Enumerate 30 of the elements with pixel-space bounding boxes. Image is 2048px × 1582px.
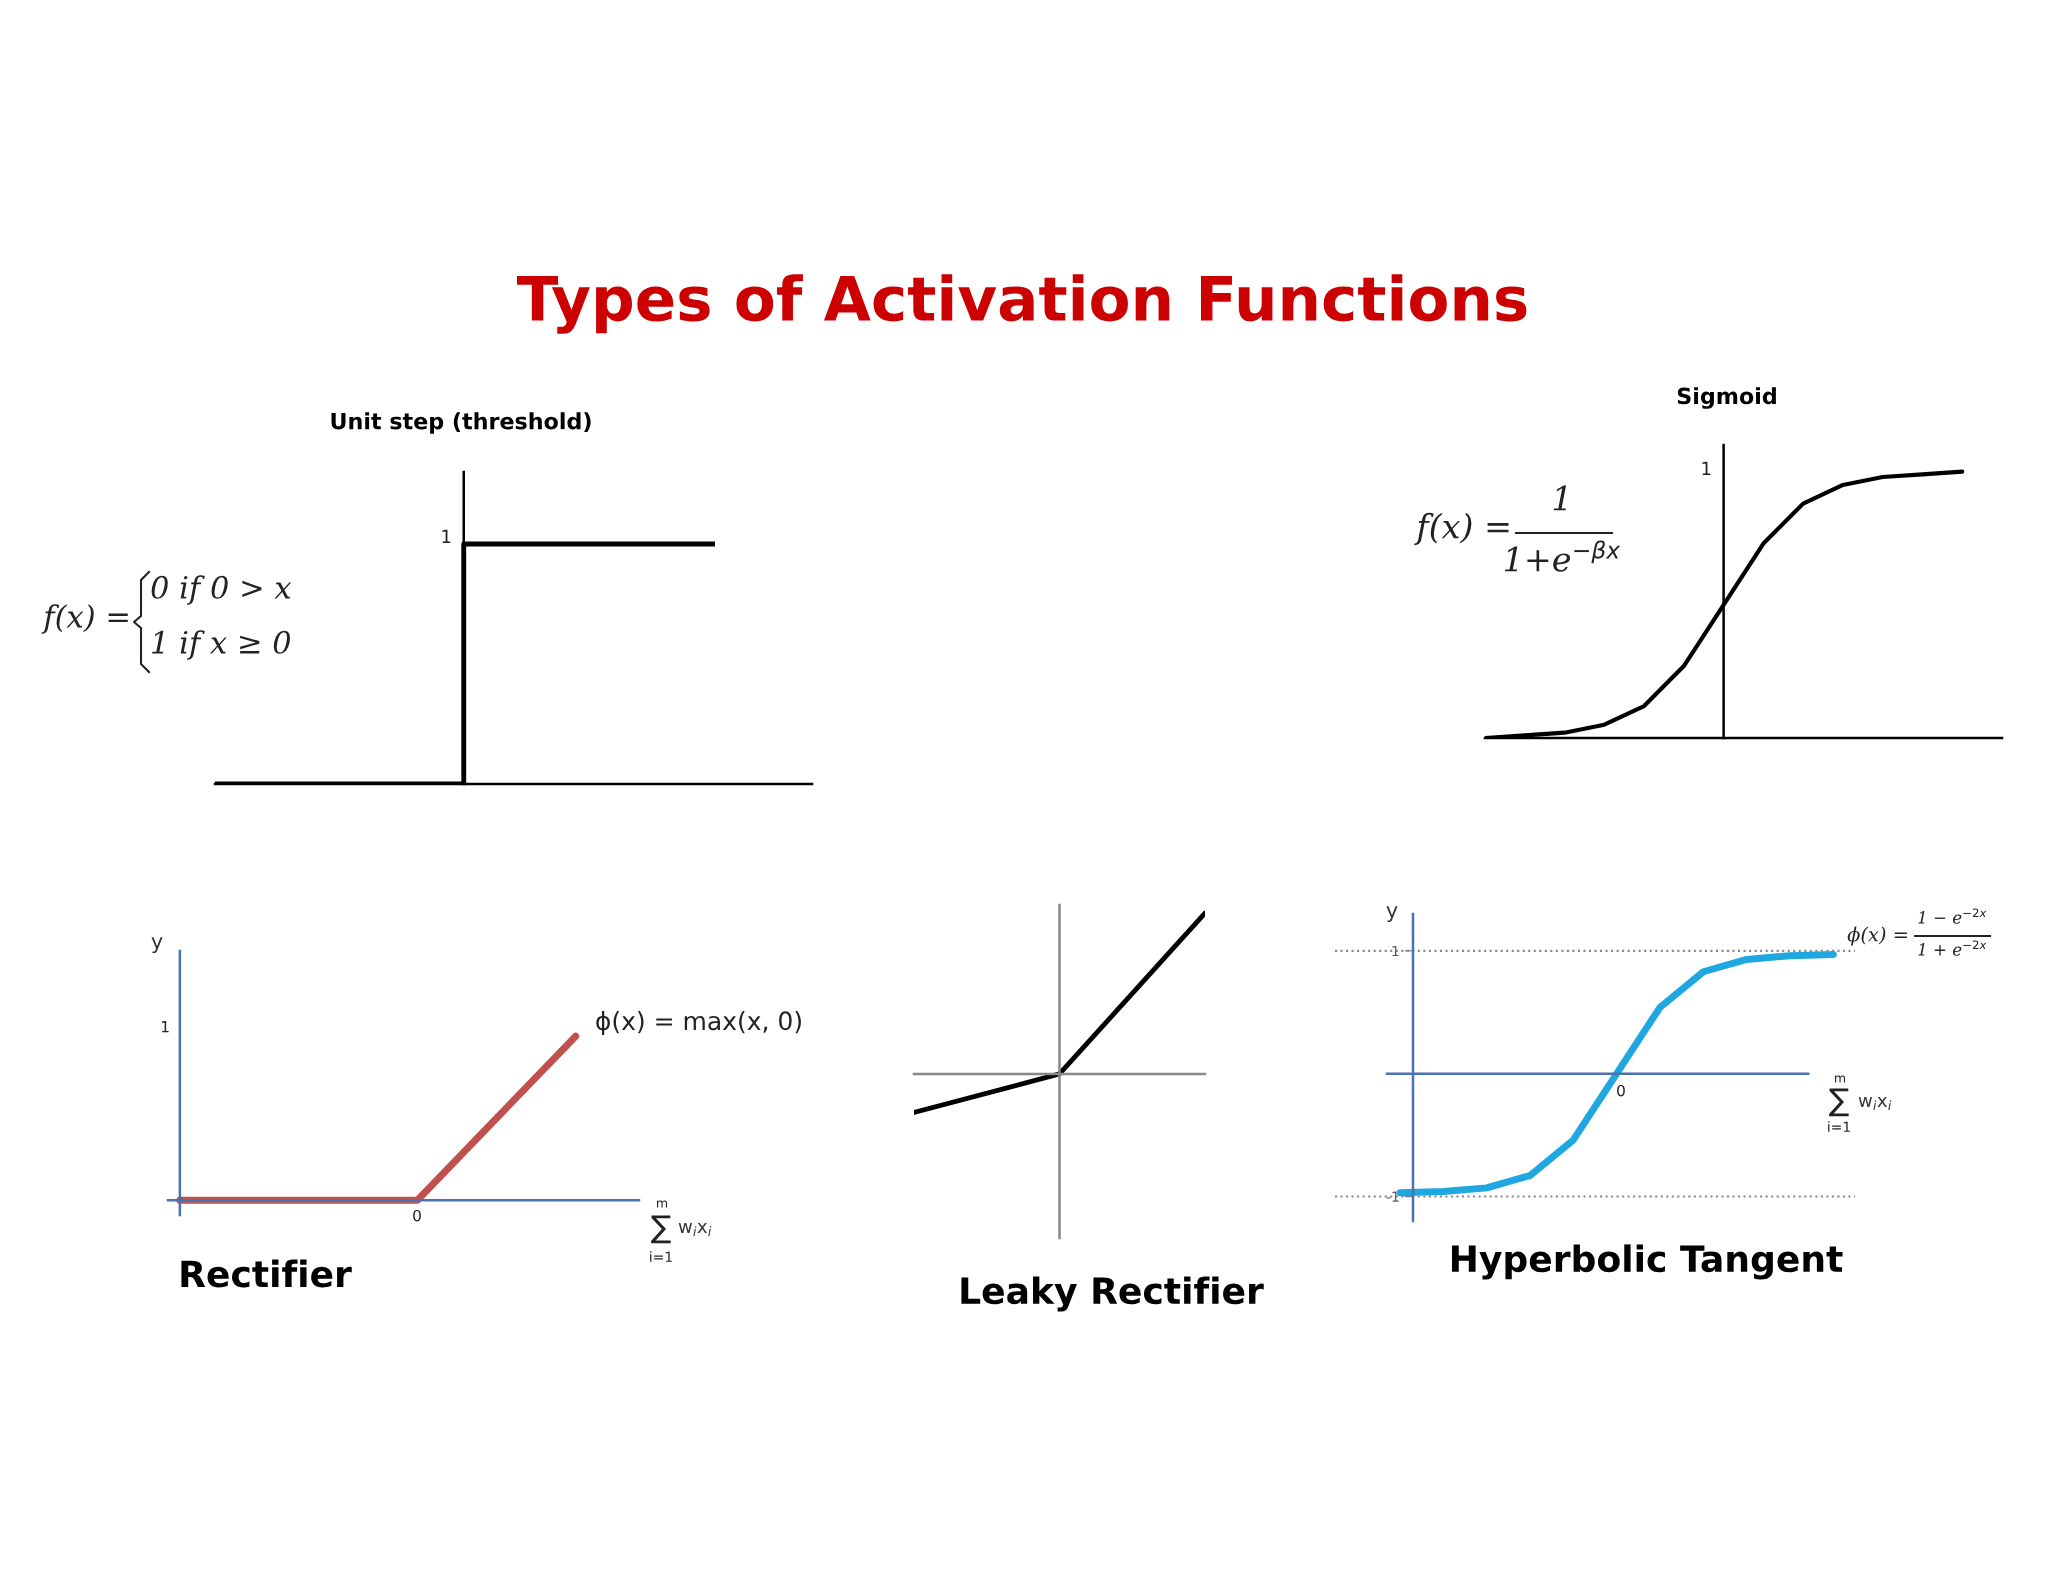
text: Hyperbolic Tangent [1451, 1244, 1843, 1280]
text: m [657, 1200, 668, 1208]
text: 0 [413, 1209, 421, 1222]
text: Leaky Rectifier [961, 1276, 1264, 1312]
text: 1 [442, 529, 451, 543]
annotation: ϕ(x) = [1847, 926, 1907, 946]
chart-title: Sigmoid [1677, 387, 1776, 409]
annotation: i=1 [1828, 1121, 1850, 1132]
x-axis-title: w$_{i}$x$_{i}$ [1858, 1097, 1892, 1110]
text: Types of Activation Functions [517, 274, 1527, 334]
y-tick-label: -1 [1386, 1191, 1399, 1202]
text: i=1 [650, 1251, 672, 1262]
text: 1 − e$^{−2x}$ [1918, 908, 1987, 924]
text: ∑ [651, 1215, 671, 1244]
text: 1 [161, 1021, 169, 1033]
annotation: 0 if 0 > x [151, 575, 292, 605]
annotation: m [1835, 1075, 1846, 1083]
text: Rectifier [181, 1259, 352, 1288]
x-axis-title: w$_{i}$x$_{i}$ [678, 1223, 712, 1236]
annotation: 1 [1553, 485, 1567, 511]
chart-title: Unit step (threshold) [331, 412, 591, 434]
annotation: 0 [1617, 1084, 1625, 1097]
annotation: ∑ [1829, 1088, 1849, 1117]
annotation: 1 if x ≥ 0 [152, 630, 291, 660]
y-axis-title: y [1386, 906, 1398, 923]
text: f(x) = [41, 604, 128, 634]
text: ϕ(x) = max(x, 0) [596, 1010, 801, 1036]
y-axis-title: y [151, 937, 163, 954]
text: 1 + e$^{−2x}$ [1918, 940, 1987, 956]
annotation: 1 [1702, 461, 1711, 475]
